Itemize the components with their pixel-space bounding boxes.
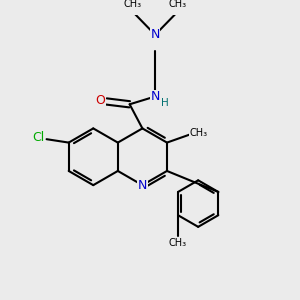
Text: CH₃: CH₃ [123,0,142,9]
Text: Cl: Cl [32,131,45,144]
Text: H: H [161,98,169,108]
Text: CH₃: CH₃ [169,0,187,9]
Text: N: N [151,28,160,41]
Text: CH₃: CH₃ [189,128,207,138]
Text: O: O [95,94,105,106]
Text: CH₃: CH₃ [169,238,187,248]
Text: N: N [138,178,147,192]
Text: N: N [151,90,160,103]
